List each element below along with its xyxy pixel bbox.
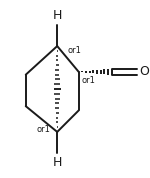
Text: or1: or1: [36, 125, 50, 134]
Text: or1: or1: [67, 46, 81, 55]
Text: O: O: [140, 65, 149, 78]
Text: H: H: [52, 9, 62, 22]
Text: or1: or1: [82, 76, 95, 85]
Text: H: H: [52, 156, 62, 169]
